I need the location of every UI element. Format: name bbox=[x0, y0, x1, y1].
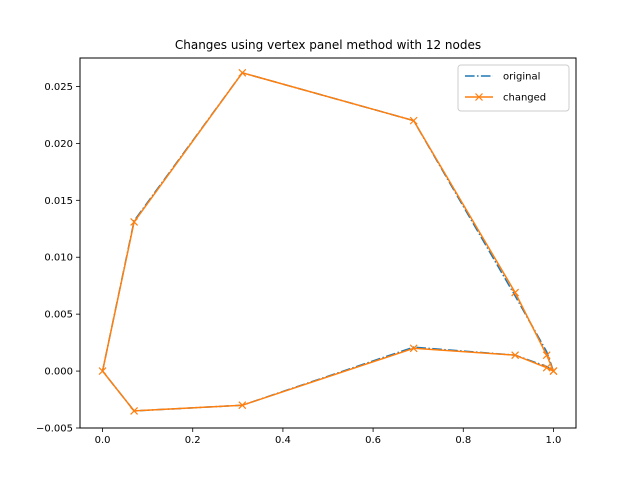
y-tick-label: 0.000 bbox=[44, 367, 73, 378]
chart-title: Changes using vertex panel method with 1… bbox=[175, 38, 481, 52]
axes-frame bbox=[79, 57, 577, 429]
data-point-changed bbox=[511, 351, 520, 360]
y-tick-label: 0.020 bbox=[44, 139, 73, 150]
y-tick-label: 0.010 bbox=[44, 253, 73, 264]
data-point-changed bbox=[511, 288, 520, 297]
data-point-changed bbox=[98, 367, 107, 376]
plot-area bbox=[98, 68, 558, 415]
x-tick-label: 0.8 bbox=[455, 435, 471, 446]
legend-label-original: original bbox=[503, 72, 540, 83]
series-line-changed bbox=[101, 72, 555, 412]
data-point-changed bbox=[238, 401, 247, 410]
data-point-changed bbox=[130, 406, 139, 415]
legend-label-changed: changed bbox=[503, 93, 546, 104]
y-tick-label: 0.005 bbox=[44, 310, 73, 321]
data-point-changed bbox=[130, 218, 139, 226]
x-tick-label: 0.4 bbox=[275, 435, 291, 446]
data-point-changed bbox=[238, 68, 247, 77]
y-tick-label: −0.005 bbox=[36, 424, 73, 435]
x-tick-label: 1.0 bbox=[546, 435, 562, 446]
axes-ticks: 0.0 0.2 0.4 0.6 0.8 1.0 −0.005 0.000 0.005 0.010 0… bbox=[36, 82, 561, 446]
data-point-changed bbox=[542, 351, 551, 360]
y-tick-label: 0.025 bbox=[44, 82, 73, 93]
legend-marker-changed bbox=[475, 93, 483, 101]
x-tick-label: 0.2 bbox=[185, 435, 201, 446]
data-point-changed bbox=[409, 116, 418, 125]
y-tick-label: 0.015 bbox=[44, 196, 73, 207]
x-tick-label: 0.6 bbox=[365, 435, 381, 446]
data-point-changed bbox=[542, 363, 551, 372]
legend: original changed bbox=[457, 64, 570, 112]
data-point-changed bbox=[549, 367, 558, 376]
data-point-changed bbox=[409, 344, 418, 353]
x-tick-label: 0.0 bbox=[95, 435, 111, 446]
